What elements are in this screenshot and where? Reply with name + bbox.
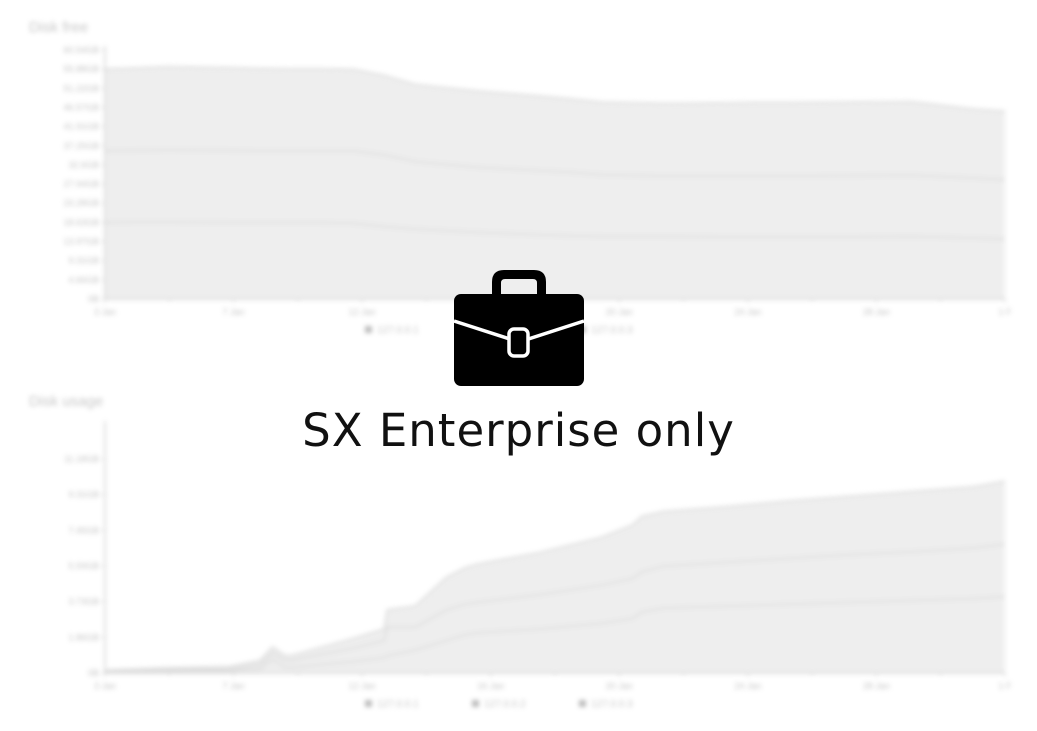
y-tick-label: 5.59GB xyxy=(68,561,99,571)
x-tick-label: 16 Jan xyxy=(477,681,504,691)
y-tick-label: 23.28GB xyxy=(63,198,99,208)
y-tick-label: 7.45GB xyxy=(68,525,99,535)
y-tick-label: 60.54GB xyxy=(63,45,99,55)
series-line-1 xyxy=(104,595,1006,673)
legend-label: 127.0.0.3 xyxy=(591,699,633,710)
series-line-2 xyxy=(104,149,1006,181)
x-tick-label: 12 Jan xyxy=(349,307,376,317)
series-line-3 xyxy=(104,480,1006,672)
y-tick-label: 1.86GB xyxy=(68,632,99,642)
y-tick-label: 0B xyxy=(88,294,99,304)
legend-swatch xyxy=(365,326,372,333)
y-tick-label: 0B xyxy=(88,668,99,678)
disk-usage-chart: Disk usage 0B 1.86GB 3.73GB 5.59GB 7.45GB 9.3… xyxy=(29,393,1012,710)
legend-swatch xyxy=(579,700,586,707)
x-tick-label: 28 Jan xyxy=(863,681,890,691)
x-tick-label: 3 Jan xyxy=(94,307,116,317)
series-line-1 xyxy=(104,221,1006,240)
series-line-3 xyxy=(104,65,1006,113)
series-area-fill xyxy=(105,67,1005,299)
y-tick-label: 32.6GB xyxy=(68,160,99,170)
y-tick-label: 3.73GB xyxy=(68,597,99,607)
disk-usage-legend: 127.0.0.1 127.0.0.2 127.0.0.3 xyxy=(365,699,633,710)
x-tick-label: 1 F xyxy=(998,681,1012,691)
y-tick-label: 13.97GB xyxy=(63,237,99,247)
y-tick-label: 9.31GB xyxy=(68,490,99,500)
series-area-fill xyxy=(105,481,1005,673)
disk-free-title: Disk free xyxy=(29,19,88,36)
x-tick-label: 24 Jan xyxy=(734,681,761,691)
series-line-2 xyxy=(104,543,1006,673)
legend-label: 127.0.0.2 xyxy=(484,699,526,710)
y-tick-label: 4.66GB xyxy=(68,275,99,285)
legend-label: 127.0.0.3 xyxy=(591,325,633,336)
disk-free-chart: Disk free 0B 4.66GB 9.31GB 13.97GB 18.63GB 23… xyxy=(29,19,1012,336)
y-tick-label: 18.63GB xyxy=(63,217,99,227)
y-tick-label: 37.25GB xyxy=(63,141,99,151)
disk-usage-title: Disk usage xyxy=(29,393,103,410)
legend-swatch xyxy=(365,700,372,707)
legend-label: 127.0.0.1 xyxy=(377,325,419,336)
x-tick-label: 24 Jan xyxy=(734,307,761,317)
x-tick-label: 7 Jan xyxy=(223,307,245,317)
y-tick-label: 41.91GB xyxy=(63,122,99,132)
y-tick-label: 27.94GB xyxy=(63,179,99,189)
y-tick-label: 9.31GB xyxy=(68,256,99,266)
x-tick-label: 7 Jan xyxy=(223,681,245,691)
y-tick-label: 46.57GB xyxy=(63,102,99,112)
y-tick-label: 11.18GB xyxy=(64,454,99,464)
x-tick-label: 3 Jan xyxy=(94,681,116,691)
y-tick-label: 55.88GB xyxy=(63,64,99,74)
legend-label: 127.0.0.1 xyxy=(377,699,419,710)
x-tick-label: 20 Jan xyxy=(606,681,633,691)
y-tick-label: 51.22GB xyxy=(63,83,99,93)
x-tick-label: 1 F xyxy=(998,307,1012,317)
x-tick-label: 12 Jan xyxy=(349,681,376,691)
legend-swatch xyxy=(472,700,479,707)
briefcase-icon xyxy=(453,270,585,386)
x-tick-label: 20 Jan xyxy=(606,307,633,317)
x-tick-label: 28 Jan xyxy=(863,307,890,317)
enterprise-only-message: SX Enterprise only xyxy=(302,404,735,457)
